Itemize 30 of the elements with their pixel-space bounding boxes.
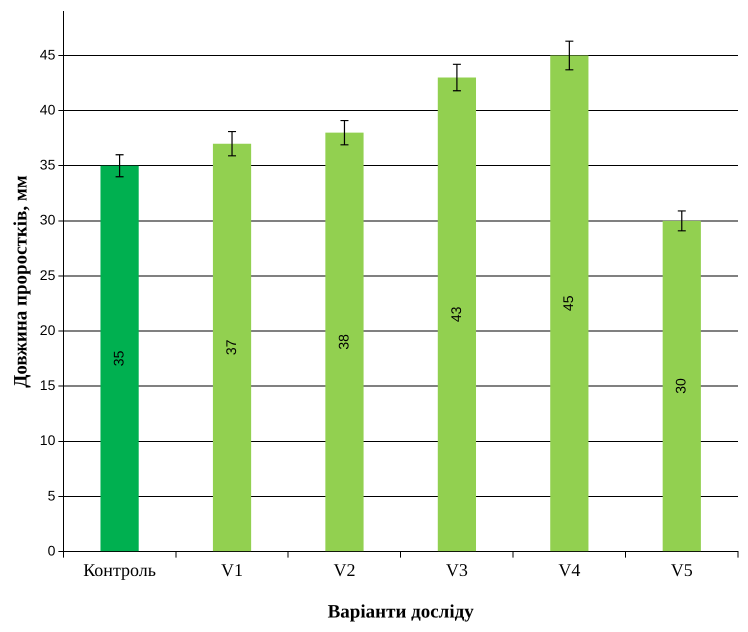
x-tick-label: V4 — [558, 560, 580, 580]
y-tick-label: 0 — [48, 542, 56, 558]
bar — [325, 132, 364, 552]
y-tick-label: 15 — [40, 377, 56, 394]
x-tick-label: V3 — [446, 560, 468, 580]
y-tick-label: 40 — [40, 101, 56, 118]
y-tick-label: 25 — [40, 266, 56, 283]
data-label: 45 — [560, 295, 576, 312]
bar — [212, 144, 252, 552]
y-tick-label: 45 — [40, 46, 56, 62]
bar — [550, 56, 588, 552]
x-tick-label: V1 — [221, 560, 244, 580]
bar — [438, 78, 476, 552]
data-label: 38 — [335, 334, 352, 350]
x-axis-title: Варіанти досліду — [328, 602, 474, 623]
data-label: 43 — [448, 306, 464, 322]
x-tick-label: V2 — [333, 560, 356, 580]
bar — [662, 220, 701, 552]
bar — [100, 166, 139, 552]
data-label: 37 — [222, 339, 239, 356]
y-axis-title: Довжина проростків, мм — [10, 175, 32, 388]
data-label: 35 — [110, 350, 126, 366]
y-tick-label: 5 — [48, 487, 56, 504]
y-tick-label: 20 — [40, 322, 56, 338]
y-tick-label: 30 — [40, 212, 56, 228]
data-label: 30 — [672, 378, 689, 394]
y-tick-label: 10 — [40, 432, 56, 448]
y-tick-label: 35 — [40, 156, 56, 173]
x-tick-label: V5 — [670, 560, 693, 580]
x-tick-label: Контроль — [83, 560, 156, 580]
